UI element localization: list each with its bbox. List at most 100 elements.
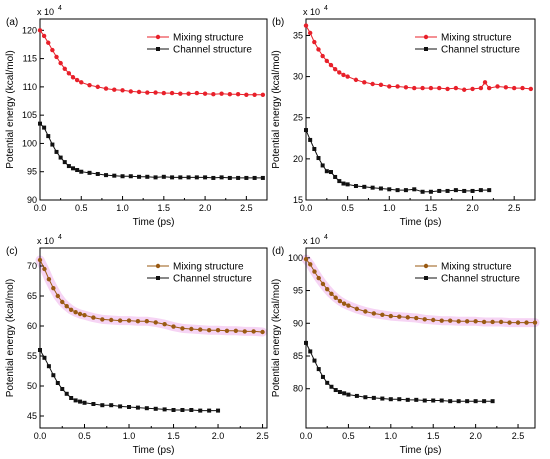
- x-tick-label: 1.0: [123, 431, 136, 441]
- data-point: [448, 399, 453, 404]
- data-point: [170, 175, 175, 180]
- data-point: [69, 396, 74, 400]
- data-point: [242, 329, 247, 334]
- y-tick-label: 80: [293, 384, 303, 394]
- data-point: [144, 406, 149, 411]
- data-point: [507, 320, 512, 325]
- axis-exponent-label: x 10: [303, 7, 320, 17]
- legend-label: Channel structure: [441, 45, 520, 56]
- legend-label: Channel structure: [173, 274, 252, 285]
- data-point: [532, 320, 538, 325]
- data-point: [153, 175, 158, 180]
- x-tick-label: 1.0: [383, 203, 396, 213]
- legend-marker: [155, 34, 161, 40]
- legend-marker: [423, 263, 429, 269]
- data-point: [55, 293, 61, 299]
- axis-exponent-label: x 10: [303, 236, 320, 246]
- data-point: [82, 400, 87, 405]
- legend-label: Mixing structure: [173, 262, 244, 273]
- data-point: [312, 39, 317, 45]
- data-point: [428, 85, 434, 91]
- y-tick-label: 100: [22, 138, 37, 148]
- data-point: [308, 349, 313, 354]
- data-point: [194, 175, 199, 180]
- data-point: [194, 90, 200, 96]
- data-point: [128, 89, 133, 94]
- data-point: [337, 298, 343, 304]
- axis-exponent-power: 4: [324, 5, 328, 12]
- data-point: [202, 91, 208, 96]
- plot-frame: [39, 247, 268, 429]
- data-point: [308, 137, 313, 142]
- y-tick-label: 85: [293, 351, 303, 361]
- data-point: [235, 92, 241, 97]
- data-point: [420, 85, 425, 91]
- data-point: [453, 188, 458, 193]
- data-point: [79, 169, 84, 174]
- data-point: [145, 174, 150, 179]
- data-point: [91, 402, 96, 406]
- data-point: [120, 88, 125, 93]
- data-point: [70, 75, 76, 80]
- legend-label: Mixing structure: [441, 33, 512, 44]
- data-point: [337, 179, 342, 184]
- data-point: [103, 86, 109, 91]
- data-point: [46, 40, 51, 45]
- data-point: [470, 188, 475, 193]
- y-tick-label: 35: [293, 30, 303, 40]
- y-tick-label: 55: [27, 351, 37, 361]
- data-point: [397, 397, 402, 402]
- data-point: [251, 329, 256, 334]
- data-point: [422, 398, 427, 403]
- y-tick-label: 90: [293, 318, 303, 328]
- data-point: [445, 86, 450, 92]
- data-point: [341, 181, 346, 186]
- plot-frame: [305, 18, 536, 201]
- data-point: [236, 175, 241, 180]
- data-point: [189, 326, 194, 332]
- data-point: [473, 319, 478, 324]
- data-point: [312, 146, 317, 151]
- data-point: [91, 315, 96, 320]
- data-point: [37, 257, 43, 263]
- data-point: [414, 315, 419, 321]
- data-point: [109, 403, 114, 408]
- data-point: [153, 406, 158, 411]
- data-point: [211, 92, 216, 97]
- data-point: [219, 91, 224, 96]
- y-tick-label: 95: [293, 286, 303, 296]
- panel-label: (a): [6, 17, 18, 28]
- axis-exponent-power: 4: [324, 234, 328, 241]
- data-point: [180, 326, 185, 331]
- y-tick-label: 45: [27, 411, 37, 421]
- data-point: [38, 121, 42, 126]
- data-point: [482, 80, 488, 85]
- data-point: [370, 81, 375, 87]
- data-point: [439, 318, 444, 323]
- data-point: [58, 155, 63, 160]
- data-point: [304, 340, 308, 345]
- x-tick-label: 0.5: [75, 203, 88, 213]
- series-line-1: [305, 129, 490, 193]
- legend-marker: [424, 47, 428, 51]
- y-axis-label: Potential energy (kcal/mol): [271, 279, 282, 397]
- data-point: [395, 188, 400, 193]
- x-tick-label: 1.0: [116, 203, 129, 213]
- data-point: [428, 189, 433, 194]
- x-tick-label: 2.0: [466, 203, 479, 213]
- data-point: [153, 320, 158, 325]
- data-point: [41, 33, 47, 39]
- y-tick-label: 65: [27, 291, 37, 301]
- x-tick-label: 1.0: [385, 431, 398, 441]
- data-point: [169, 90, 175, 96]
- data-point: [224, 328, 230, 333]
- data-point: [380, 312, 385, 317]
- chart-panel-a: 0.0 0.5 1.0 1.5 2.0 2.5 90 95 100 105 110 115 120 Mix…: [5, 5, 268, 228]
- legend-label: Mixing structure: [173, 33, 244, 44]
- x-tick-label: 2.5: [256, 431, 269, 441]
- series-line-1: [39, 349, 218, 412]
- data-point: [422, 317, 427, 322]
- data-point: [465, 399, 470, 404]
- data-point: [447, 318, 453, 323]
